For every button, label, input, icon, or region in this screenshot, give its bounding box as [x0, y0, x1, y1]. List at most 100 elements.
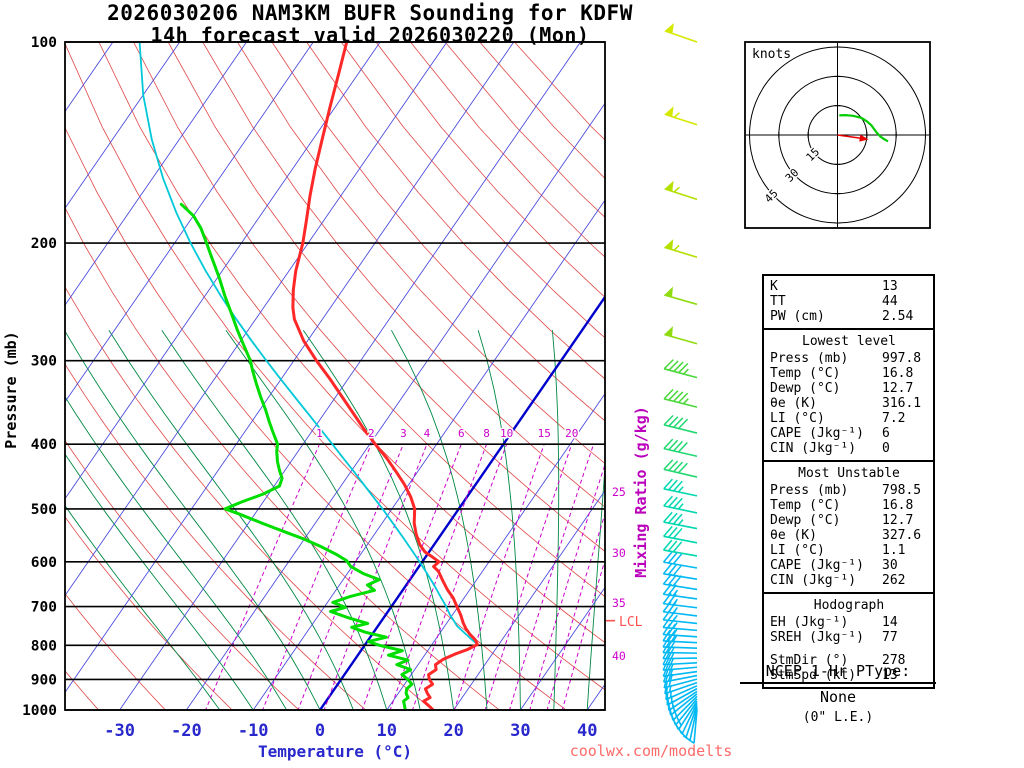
- panel-row-value: 6: [882, 426, 890, 441]
- panel-row-value: 327.6: [882, 528, 922, 543]
- mixing-ratio-label: 6: [458, 427, 465, 440]
- temperature-tick-label: 0: [315, 721, 325, 741]
- pressure-tick-label: 800: [31, 638, 57, 654]
- panel-row: CIN (Jkg⁻¹) 262: [770, 573, 928, 588]
- wind-barb: [664, 180, 698, 201]
- wind-barb: [663, 478, 698, 497]
- panel-row: K 13: [770, 279, 928, 294]
- panel-row: StmDir (°) 278: [770, 653, 928, 668]
- panel-row-label: CAPE (Jkg⁻¹): [770, 426, 864, 441]
- panel-row-label: Temp (°C): [770, 366, 841, 381]
- panel-row-label: EH (Jkg⁻¹): [770, 615, 849, 630]
- panel-row: Dewp (°C) 12.7: [770, 381, 928, 396]
- plot-border: [64, 41, 606, 711]
- panel-row: Press (mb) 997.8: [770, 351, 928, 366]
- temperature-tick-label: 10: [377, 721, 397, 741]
- temperature-tick-label: -30: [104, 721, 135, 741]
- pressure-tick-label: 1000: [22, 703, 57, 719]
- panel-row-label: θe (K): [770, 528, 817, 543]
- panel-row-value: 13: [882, 668, 898, 683]
- temperature-tick-label: 20: [443, 721, 463, 741]
- panel-row-value: 16.8: [882, 498, 914, 513]
- pressure-tick-label: 600: [31, 555, 57, 571]
- wind-barb: [663, 495, 698, 514]
- page-subtitle: 14h forecast valid 2026030220 (Mon): [150, 23, 590, 47]
- panel-row-label: CAPE (Jkg⁻¹): [770, 558, 864, 573]
- panel-row-value: 997.8: [882, 351, 922, 366]
- panel-row-label: Press (mb): [770, 351, 849, 366]
- panel-row-label: K: [770, 279, 778, 294]
- wind-barb: [663, 359, 698, 379]
- panel-row-value: 2.54: [882, 309, 914, 324]
- panel-row-value: 30: [882, 558, 898, 573]
- panel-section: Most Unstable Press (mb) 798.5 Temp (°C) 16.…: [764, 460, 933, 592]
- panel-row: StmSpd (kt) 13: [770, 668, 928, 683]
- panel-row: θe (K) 316.1: [770, 396, 928, 411]
- wind-barb: [664, 23, 698, 43]
- temperature-axis-label: Temperature (°C): [258, 742, 412, 761]
- pressure-tick-label: 400: [31, 437, 57, 453]
- panel-row: CIN (Jkg⁻¹) 0: [770, 441, 928, 456]
- wind-barb: [663, 526, 698, 544]
- panel-section: Hodograph EH (Jkg⁻¹) 14 SREH (Jkg⁻¹) 77 StmDi…: [764, 592, 933, 687]
- pressure-axis-label: Pressure (mb): [2, 331, 20, 448]
- indices-panel: K 13 TT 44 PW (cm) 2.54 Lowest level Press (mb)…: [762, 274, 935, 689]
- panel-row-label: SREH (Jkg⁻¹): [770, 630, 864, 645]
- mixing-ratio-label: 2: [368, 427, 375, 440]
- temperature-curve: [291, 42, 479, 710]
- pressure-tick-label: 500: [31, 502, 57, 518]
- pressure-tick-label: 200: [31, 236, 57, 252]
- panel-row-value: 16.8: [882, 366, 914, 381]
- wind-barb: [664, 326, 698, 345]
- wind-barb: [662, 539, 698, 557]
- mixing-ratio-label: 8: [483, 427, 490, 440]
- mixing-ratio-label: 1: [316, 427, 323, 440]
- panel-row: Press (mb) 798.5: [770, 483, 928, 498]
- panel-row-label: Dewp (°C): [770, 513, 841, 528]
- temperature-tick-label: -20: [171, 721, 202, 741]
- panel-row-label: TT: [770, 294, 786, 309]
- dewpoint-curve: [179, 202, 414, 710]
- lcl-label: LCL: [619, 615, 643, 630]
- panel-row-value: 1.1: [882, 543, 906, 558]
- wind-barb: [663, 459, 698, 478]
- panel-row-value: 7.2: [882, 411, 906, 426]
- panel-row: LI (°C) 7.2: [770, 411, 928, 426]
- panel-section-header: Most Unstable: [798, 466, 900, 481]
- panel-row-label: Press (mb): [770, 483, 849, 498]
- panel-row-label: StmSpd (kt): [770, 668, 857, 683]
- panel-row: Temp (°C) 16.8: [770, 366, 928, 381]
- pressure-tick-label: 900: [31, 672, 57, 688]
- parcel-curve: [138, 42, 479, 646]
- mixing-ratio-label: 30: [612, 546, 626, 560]
- ptype-note: (0" L.E.): [802, 710, 874, 725]
- mixing-ratio-label: 35: [612, 596, 626, 610]
- panel-row-label: PW (cm): [770, 309, 825, 324]
- temperature-tick-label: -10: [238, 721, 269, 741]
- panel-row-value: 12.7: [882, 381, 914, 396]
- mixing-ratio-label: 40: [612, 649, 626, 663]
- panel-row-value: 278: [882, 653, 906, 668]
- panel-row-value: 77: [882, 630, 898, 645]
- panel-row-value: 798.5: [882, 483, 922, 498]
- hodograph-trace: [839, 113, 889, 143]
- wind-barb: [663, 388, 698, 408]
- panel-row-label: Temp (°C): [770, 498, 841, 513]
- pressure-tick-label: 100: [31, 35, 57, 51]
- panel-row-value: 0: [882, 441, 890, 456]
- panel-row-value: 12.7: [882, 513, 914, 528]
- pressure-tick-label: 300: [31, 354, 57, 370]
- wind-barb: [663, 438, 698, 458]
- storm-motion-vector: [837, 134, 863, 140]
- wind-barb: [664, 239, 698, 259]
- panel-row-label: StmDir (°): [770, 653, 849, 668]
- panel-row-value: 316.1: [882, 396, 922, 411]
- panel-section: K 13 TT 44 PW (cm) 2.54: [764, 276, 933, 328]
- mixing-ratio-label: 10: [500, 427, 513, 440]
- temperature-tick-label: 40: [577, 721, 597, 741]
- panel-row: Dewp (°C) 12.7: [770, 513, 928, 528]
- hodograph-units-label: knots: [752, 47, 791, 62]
